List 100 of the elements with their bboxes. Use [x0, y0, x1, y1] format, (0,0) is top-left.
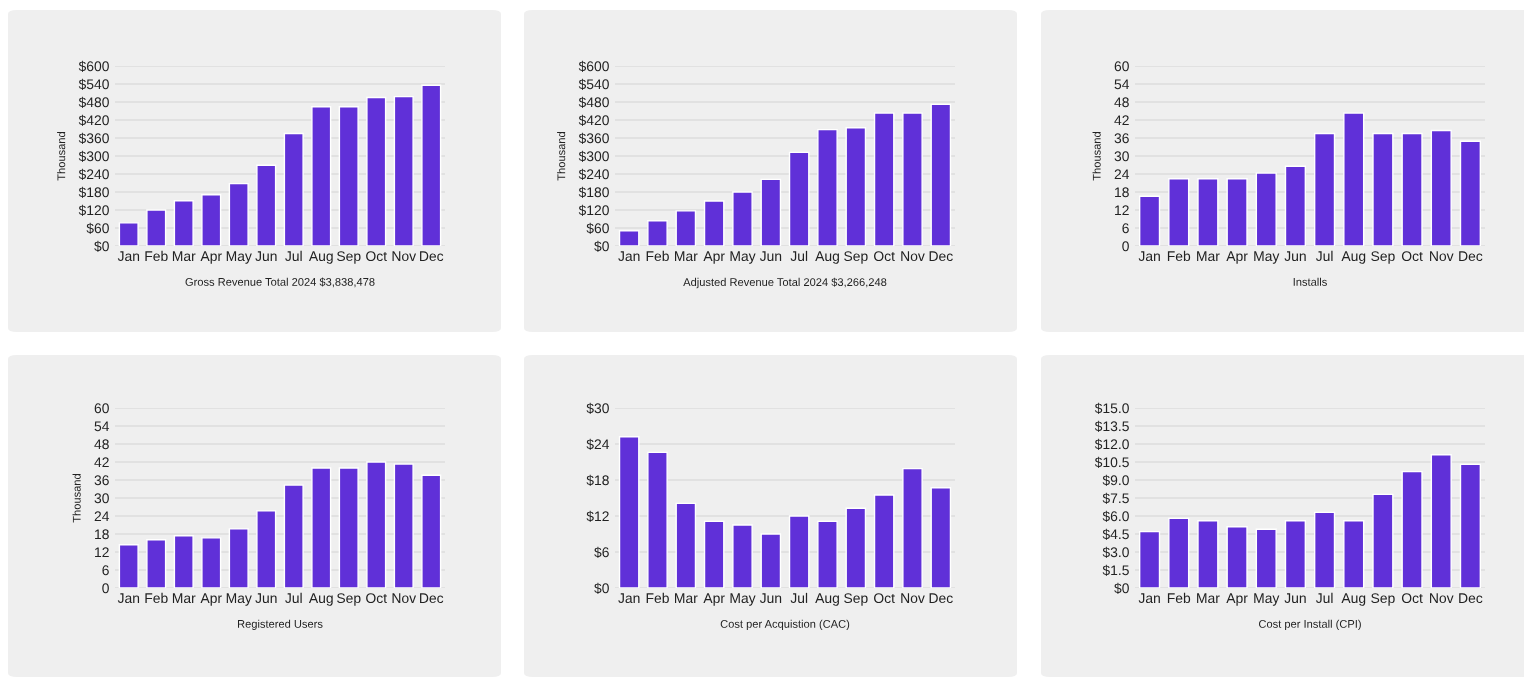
y-tick-label: $540	[78, 78, 109, 90]
bar	[760, 533, 782, 588]
y-tick-label: $300	[78, 150, 109, 162]
y-tick-label: $180	[78, 186, 109, 198]
bar	[647, 220, 668, 246]
bar	[256, 164, 277, 246]
x-tick-label: Sep	[1371, 593, 1395, 606]
x-tick-label: Oct	[366, 251, 387, 262]
x-axis-title: Cost per Install (CPI)	[1259, 619, 1361, 631]
bar	[902, 467, 923, 588]
bar	[146, 539, 167, 588]
y-tick-label: $480	[578, 96, 609, 108]
bar	[1284, 165, 1307, 246]
y-tick-label: 48	[94, 439, 109, 450]
y-tick-label: 42	[1114, 115, 1129, 126]
bar	[366, 461, 387, 588]
bar	[1226, 526, 1248, 588]
y-tick-label: $10.5	[1094, 456, 1129, 468]
y-tick-label: $4.5	[1102, 528, 1129, 540]
y-tick-label: $24	[586, 438, 610, 450]
y-axis-title: Thousand	[1092, 132, 1101, 181]
x-axis-title: Installs	[1293, 277, 1327, 286]
bar	[817, 520, 838, 588]
x-tick-label: Dec	[1459, 251, 1483, 262]
x-tick-label: Jan	[618, 593, 640, 604]
bar	[788, 151, 810, 246]
y-tick-label: $420	[78, 114, 109, 126]
bar	[393, 95, 414, 246]
x-tick-label: May	[226, 593, 252, 606]
y-tick-label: $480	[78, 96, 109, 108]
bar	[902, 112, 923, 246]
y-tick-label: $360	[78, 132, 109, 144]
x-tick-label: Nov	[392, 251, 417, 262]
y-tick-label: $0	[1114, 582, 1129, 594]
x-tick-label: May	[1254, 251, 1280, 264]
bar	[1138, 530, 1161, 588]
x-tick-label: Dec	[929, 251, 953, 262]
x-tick-label: Oct	[1401, 251, 1423, 262]
x-tick-label: Apr	[200, 593, 222, 606]
x-tick-label: Jul	[1315, 250, 1333, 262]
bar	[732, 191, 753, 246]
x-tick-label: Jul	[790, 250, 808, 262]
bar	[618, 230, 640, 246]
x-tick-label: Jun	[255, 593, 277, 604]
bar	[760, 178, 782, 246]
x-tick-label: Jul	[285, 592, 302, 604]
x-tick-label: Jan	[1138, 593, 1160, 604]
bar	[1255, 172, 1277, 246]
x-tick-label: Jul	[285, 250, 302, 262]
y-tick-label: $300	[578, 150, 609, 162]
x-tick-label: Oct	[874, 593, 895, 604]
bar	[1459, 463, 1482, 588]
y-tick-label: 12	[95, 547, 109, 558]
y-tick-label: $12.0	[1094, 438, 1129, 450]
bar	[845, 507, 867, 588]
bar	[647, 451, 668, 588]
bar	[732, 524, 753, 588]
y-tick-label: 36	[94, 475, 109, 486]
x-tick-label: Apr	[703, 593, 725, 606]
y-tick-label: $180	[578, 186, 609, 198]
y-tick-label: 60	[1114, 61, 1129, 72]
bar	[675, 502, 697, 588]
y-tick-label: 6	[1122, 223, 1129, 234]
bar	[1138, 195, 1161, 246]
y-tick-label: $60	[86, 222, 109, 234]
x-tick-label: Jun	[759, 251, 782, 262]
bar	[873, 112, 895, 246]
x-tick-label: Sep	[1371, 251, 1395, 264]
y-tick-label: $0	[94, 240, 109, 252]
x-tick-label: Jul	[790, 592, 808, 604]
y-tick-label: $120	[578, 204, 609, 216]
x-tick-label: Jan	[117, 251, 140, 262]
y-tick-label: $30	[586, 402, 609, 414]
x-tick-label: Jan	[1138, 251, 1160, 262]
bar	[173, 200, 194, 246]
bar	[1284, 520, 1307, 588]
x-axis-title: Cost per Acquistion (CAC)	[720, 619, 850, 631]
x-tick-label: Feb	[646, 250, 669, 262]
x-tick-label: Oct	[366, 593, 387, 604]
y-tick-label: 42	[94, 457, 109, 468]
bar	[1372, 132, 1394, 246]
bar	[1430, 129, 1452, 246]
x-tick-label: Sep	[844, 593, 868, 606]
bar	[930, 103, 952, 246]
x-tick-label: Apr	[703, 251, 725, 264]
y-tick-label: $600	[78, 60, 109, 72]
bar	[1197, 520, 1219, 588]
bar	[1313, 132, 1336, 246]
x-tick-label: Mar	[1197, 593, 1220, 604]
bar	[283, 132, 304, 246]
x-tick-label: Oct	[1401, 593, 1423, 604]
x-tick-label: Feb	[1167, 592, 1191, 604]
bar	[817, 128, 838, 246]
y-tick-label: $9.0	[1102, 474, 1129, 486]
bar	[311, 467, 332, 588]
x-tick-label: Jan	[117, 593, 140, 604]
y-tick-label: $18	[586, 474, 609, 486]
bar	[421, 474, 442, 588]
x-tick-label: Nov	[901, 593, 925, 604]
x-tick-label: Mar	[675, 251, 698, 262]
